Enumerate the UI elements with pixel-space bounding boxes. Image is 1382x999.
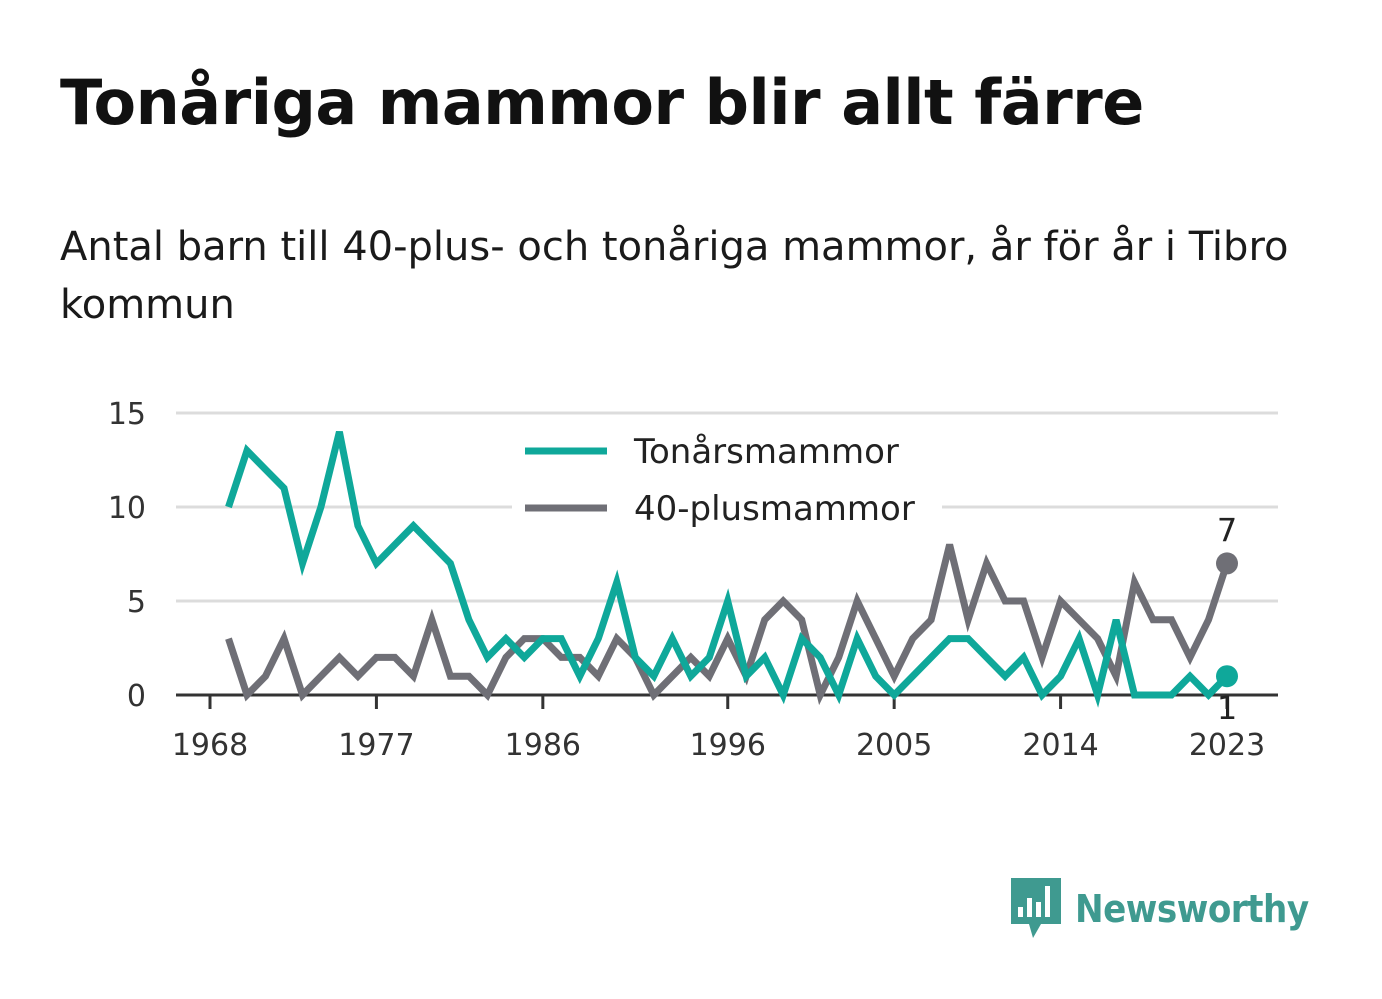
y-tick-label: 15 — [108, 397, 146, 432]
x-axis: 1968 1977 1986 1996 2005 2014 2023 — [172, 693, 1278, 763]
end-markers: 17 — [1216, 511, 1238, 727]
x-tick-label: 2005 — [856, 728, 932, 763]
series-line-tonarsmammor — [225, 430, 1230, 708]
end-value-label: 1 — [1217, 689, 1237, 727]
line-chart: 0 5 10 15 1968 1977 1986 1996 2005 2014 2023 Tonå… — [108, 397, 1278, 763]
x-tick-label: 2014 — [1022, 728, 1098, 763]
legend-background — [512, 428, 942, 538]
chart-subtitle: Antal barn till 40-plus- och tonåriga ma… — [60, 224, 1289, 328]
x-tick-label: 1996 — [690, 728, 766, 763]
x-tick-label: 1977 — [338, 728, 414, 763]
legend: Tonårsmammor 40-plusmammor — [512, 428, 942, 538]
y-tick-label: 5 — [127, 585, 146, 620]
legend-label: Tonårsmammor — [633, 432, 899, 472]
x-tick-label: 1968 — [172, 728, 248, 763]
series-line-40-plusmammor — [225, 543, 1231, 706]
y-axis: 0 5 10 15 — [108, 397, 146, 714]
end-marker — [1216, 552, 1238, 575]
chart-title: Tonåriga mammor blir allt färre — [60, 66, 1144, 139]
x-tick-label: 1986 — [505, 728, 581, 763]
end-value-label: 7 — [1217, 511, 1237, 549]
legend-label: 40-plusmammor — [634, 489, 915, 529]
y-tick-label: 0 — [127, 679, 146, 714]
series-lines — [225, 430, 1231, 708]
x-tick-label: 2023 — [1189, 728, 1265, 763]
end-marker — [1216, 665, 1238, 688]
brand-name: Newsworthy — [1075, 887, 1309, 931]
newsworthy-bar-chart-icon — [1011, 878, 1061, 938]
y-tick-label: 10 — [108, 491, 146, 526]
newsworthy-logo: Newsworthy — [1011, 878, 1309, 940]
